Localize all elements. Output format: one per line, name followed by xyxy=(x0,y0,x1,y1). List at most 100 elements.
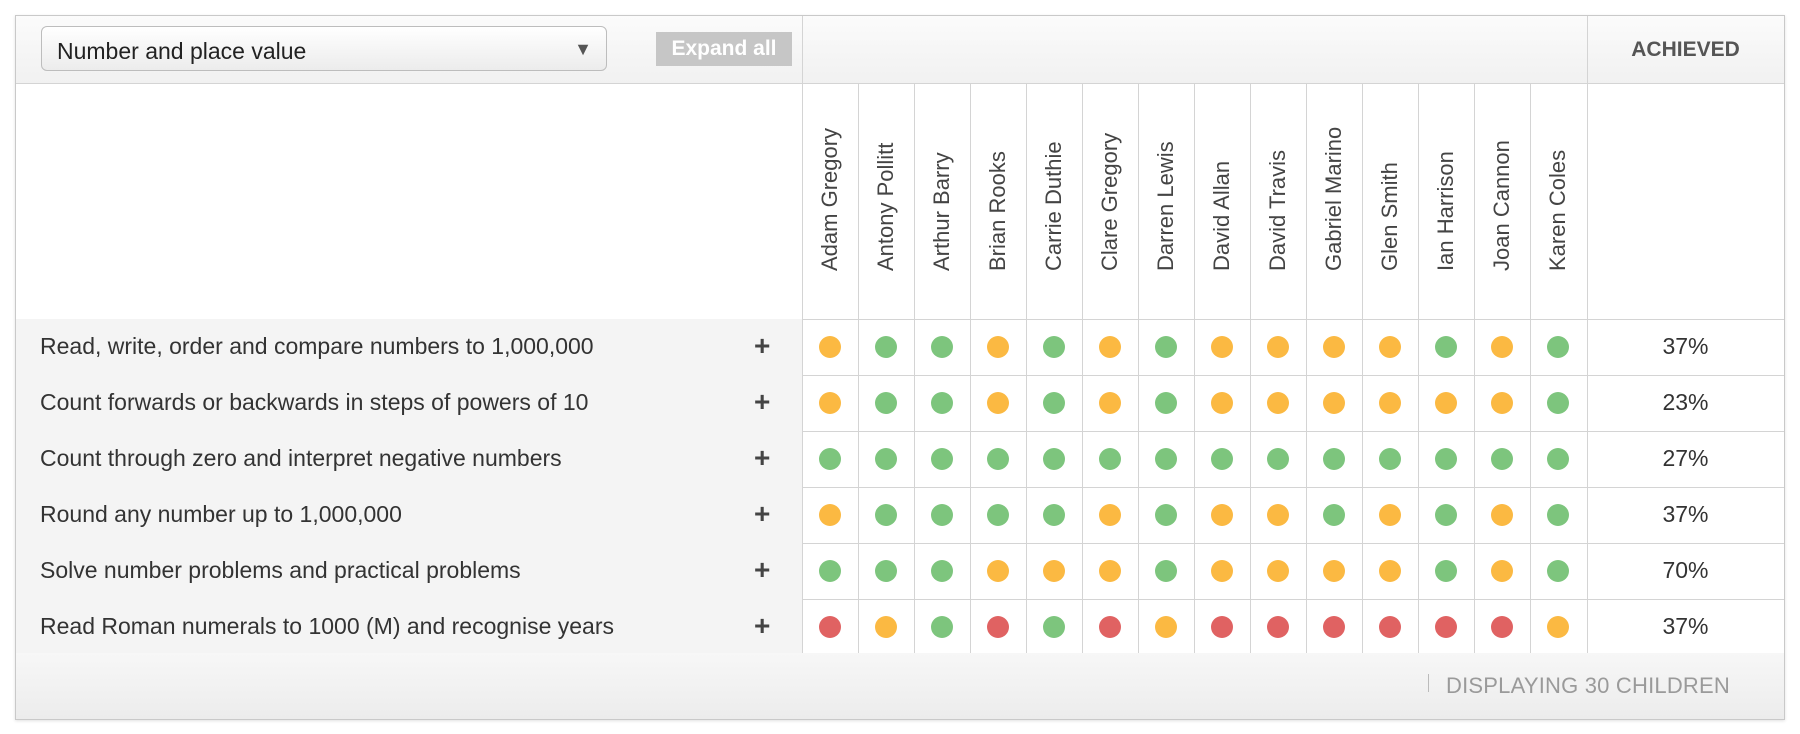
status-dot-red[interactable] xyxy=(1323,616,1345,638)
status-dot-green[interactable] xyxy=(1547,392,1569,414)
expand-row-icon[interactable]: + xyxy=(754,498,771,529)
status-dot-green[interactable] xyxy=(1379,448,1401,470)
status-dot-orange[interactable] xyxy=(1043,560,1065,582)
status-dot-green[interactable] xyxy=(931,336,953,358)
child-column-header[interactable]: Joan Cannon xyxy=(1474,83,1530,319)
status-dot-green[interactable] xyxy=(875,392,897,414)
status-dot-orange[interactable] xyxy=(1491,336,1513,358)
status-dot-orange[interactable] xyxy=(1323,560,1345,582)
status-dot-green[interactable] xyxy=(1435,448,1457,470)
status-dot-orange[interactable] xyxy=(1267,392,1289,414)
child-column-header[interactable]: Darren Lewis xyxy=(1138,83,1194,319)
status-dot-red[interactable] xyxy=(1435,616,1457,638)
status-dot-green[interactable] xyxy=(931,504,953,526)
status-dot-green[interactable] xyxy=(875,504,897,526)
status-dot-green[interactable] xyxy=(1043,616,1065,638)
status-dot-orange[interactable] xyxy=(1323,392,1345,414)
status-dot-green[interactable] xyxy=(1547,560,1569,582)
status-dot-green[interactable] xyxy=(1211,448,1233,470)
status-dot-green[interactable] xyxy=(1155,504,1177,526)
expand-all-button[interactable]: Expand all xyxy=(656,32,792,66)
status-dot-orange[interactable] xyxy=(987,392,1009,414)
status-dot-green[interactable] xyxy=(819,560,841,582)
status-dot-orange[interactable] xyxy=(1099,560,1121,582)
status-dot-orange[interactable] xyxy=(1267,504,1289,526)
child-column-header[interactable]: Arthur Barry xyxy=(914,83,970,319)
status-dot-orange[interactable] xyxy=(987,560,1009,582)
status-dot-green[interactable] xyxy=(1043,504,1065,526)
status-dot-orange[interactable] xyxy=(819,392,841,414)
child-column-header[interactable]: Gabriel Marino xyxy=(1306,83,1362,319)
status-dot-orange[interactable] xyxy=(1099,336,1121,358)
child-column-header[interactable]: David Allan xyxy=(1194,83,1250,319)
status-dot-red[interactable] xyxy=(987,616,1009,638)
status-dot-green[interactable] xyxy=(1435,560,1457,582)
status-dot-orange[interactable] xyxy=(1379,336,1401,358)
expand-row-icon[interactable]: + xyxy=(754,330,771,361)
status-dot-red[interactable] xyxy=(1491,616,1513,638)
status-dot-green[interactable] xyxy=(875,448,897,470)
status-dot-orange[interactable] xyxy=(1211,392,1233,414)
status-dot-orange[interactable] xyxy=(1211,560,1233,582)
expand-row-icon[interactable]: + xyxy=(754,610,771,641)
status-dot-orange[interactable] xyxy=(875,616,897,638)
status-dot-green[interactable] xyxy=(931,448,953,470)
status-dot-green[interactable] xyxy=(1155,448,1177,470)
status-dot-orange[interactable] xyxy=(1211,504,1233,526)
status-dot-green[interactable] xyxy=(1043,392,1065,414)
status-dot-green[interactable] xyxy=(1099,448,1121,470)
expand-row-icon[interactable]: + xyxy=(754,442,771,473)
child-column-header[interactable]: Carrie Duthie xyxy=(1026,83,1082,319)
status-dot-orange[interactable] xyxy=(1547,616,1569,638)
status-dot-green[interactable] xyxy=(1491,448,1513,470)
status-dot-orange[interactable] xyxy=(1211,336,1233,358)
status-dot-orange[interactable] xyxy=(1267,560,1289,582)
status-dot-green[interactable] xyxy=(1547,504,1569,526)
child-column-header[interactable]: Antony Pollitt xyxy=(858,83,914,319)
status-dot-red[interactable] xyxy=(1211,616,1233,638)
status-dot-green[interactable] xyxy=(1155,336,1177,358)
status-dot-orange[interactable] xyxy=(1155,616,1177,638)
status-dot-orange[interactable] xyxy=(987,336,1009,358)
status-dot-green[interactable] xyxy=(1043,336,1065,358)
status-dot-orange[interactable] xyxy=(1491,504,1513,526)
status-dot-green[interactable] xyxy=(987,448,1009,470)
child-column-header[interactable]: David Travis xyxy=(1250,83,1306,319)
status-dot-green[interactable] xyxy=(1547,448,1569,470)
status-dot-orange[interactable] xyxy=(1099,392,1121,414)
status-dot-green[interactable] xyxy=(931,560,953,582)
status-dot-orange[interactable] xyxy=(1379,560,1401,582)
status-dot-red[interactable] xyxy=(1099,616,1121,638)
status-dot-orange[interactable] xyxy=(1099,504,1121,526)
status-dot-green[interactable] xyxy=(1155,560,1177,582)
status-dot-red[interactable] xyxy=(819,616,841,638)
status-dot-orange[interactable] xyxy=(1491,392,1513,414)
status-dot-orange[interactable] xyxy=(1491,560,1513,582)
status-dot-green[interactable] xyxy=(1323,504,1345,526)
expand-row-icon[interactable]: + xyxy=(754,386,771,417)
status-dot-red[interactable] xyxy=(1379,616,1401,638)
child-column-header[interactable]: Glen Smith xyxy=(1362,83,1418,319)
expand-row-icon[interactable]: + xyxy=(754,554,771,585)
status-dot-green[interactable] xyxy=(931,616,953,638)
child-column-header[interactable]: Brian Rooks xyxy=(970,83,1026,319)
status-dot-green[interactable] xyxy=(1435,336,1457,358)
status-dot-orange[interactable] xyxy=(819,504,841,526)
status-dot-red[interactable] xyxy=(1267,616,1289,638)
status-dot-orange[interactable] xyxy=(1267,336,1289,358)
status-dot-orange[interactable] xyxy=(1435,392,1457,414)
status-dot-green[interactable] xyxy=(1267,448,1289,470)
child-column-header[interactable]: Karen Coles xyxy=(1530,83,1586,319)
status-dot-green[interactable] xyxy=(875,560,897,582)
status-dot-green[interactable] xyxy=(875,336,897,358)
status-dot-green[interactable] xyxy=(931,392,953,414)
strand-select[interactable]: Number and place value ▼ xyxy=(41,26,607,71)
child-column-header[interactable]: Ian Harrison xyxy=(1418,83,1474,319)
child-column-header[interactable]: Adam Gregory xyxy=(802,83,858,319)
status-dot-green[interactable] xyxy=(1043,448,1065,470)
status-dot-orange[interactable] xyxy=(1379,392,1401,414)
status-dot-green[interactable] xyxy=(987,504,1009,526)
status-dot-orange[interactable] xyxy=(1379,504,1401,526)
status-dot-green[interactable] xyxy=(1323,448,1345,470)
child-column-header[interactable]: Clare Gregory xyxy=(1082,83,1138,319)
